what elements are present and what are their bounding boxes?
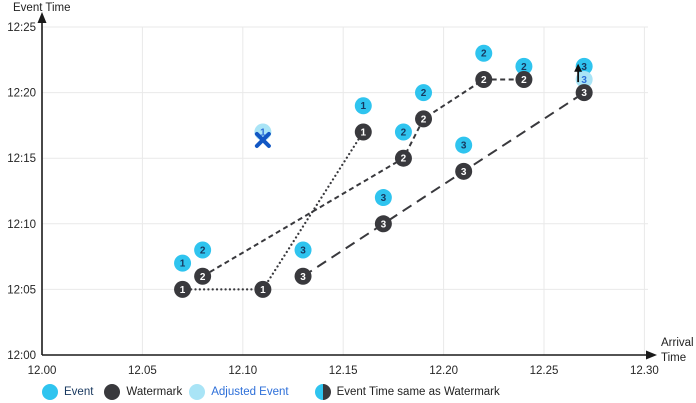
point-number: 3: [461, 167, 467, 178]
legend-label-event: Event: [64, 386, 94, 398]
point-number: 3: [461, 141, 467, 152]
point-watermark-3: [294, 267, 312, 285]
point-number: 3: [381, 193, 387, 204]
point-number: 1: [360, 101, 366, 112]
point-number: 1: [180, 285, 186, 296]
point-event-1: [354, 97, 372, 115]
point-number: 2: [421, 114, 427, 125]
legend: Event Watermark Adjusted Event Event Tim…: [42, 384, 500, 400]
point-number: 3: [581, 62, 587, 73]
adjusted-event-swatch-icon: [189, 384, 206, 400]
x-tick-label: 12.15: [329, 365, 358, 377]
point-number: 2: [521, 75, 527, 86]
point-event-1: [174, 254, 192, 272]
x-axis-title-line1: Arrival: [661, 337, 694, 349]
y-tick-label: 12:10: [7, 219, 36, 231]
point-watermark-2: [415, 110, 433, 128]
legend-item-watermark: Watermark: [104, 384, 182, 400]
x-axis-arrow-icon: [646, 350, 657, 360]
point-event-2: [394, 123, 412, 141]
point-watermark-1: [174, 280, 192, 298]
watermark-line-1: [181, 130, 365, 291]
point-watermark-2: [194, 267, 212, 285]
point-number: 2: [401, 154, 407, 165]
point-watermark-3: [455, 162, 473, 180]
point-event-3: [455, 136, 473, 154]
point-number: 2: [481, 75, 487, 86]
point-number: 3: [381, 219, 387, 230]
point-event-2: [515, 57, 533, 75]
event-swatch-icon: [42, 384, 58, 400]
point-number: 2: [401, 127, 407, 138]
x-tick-label: 12.30: [630, 365, 659, 377]
y-tick-label: 12:20: [7, 88, 36, 100]
point-number: 2: [421, 88, 427, 99]
legend-item-adjusted-event: Adjusted Event: [189, 384, 289, 400]
y-tick-label: 12:00: [7, 350, 36, 362]
legend-label-watermark: Watermark: [126, 386, 183, 398]
point-event-3: [374, 189, 392, 207]
watermark-line-3: [302, 91, 585, 278]
point-event-2: [475, 44, 493, 62]
point-number: 3: [300, 272, 306, 283]
point-watermark-2: [475, 70, 493, 88]
x-tick-label: 12.25: [530, 365, 559, 377]
point-number: 1: [260, 285, 266, 296]
legend-label-adjusted-event: Adjusted Event: [211, 386, 289, 398]
y-tick-label: 12:25: [7, 22, 36, 34]
x-tick-label: 12.00: [28, 365, 57, 377]
legend-label-event-same-as-watermark: Event Time same as Watermark: [336, 386, 500, 398]
y-axis-title: Event Time: [13, 2, 71, 14]
x-tick-label: 12.05: [128, 365, 157, 377]
half-event-watermark-swatch-icon: [314, 384, 331, 400]
watermark-swatch-icon: [104, 384, 121, 400]
point-watermark-2: [394, 149, 412, 167]
point-number: 1: [260, 127, 266, 138]
y-tick-label: 12:15: [7, 153, 36, 165]
point-watermark-1: [254, 280, 272, 298]
legend-item-event-same-as-watermark: Event Time same as Watermark: [314, 384, 500, 400]
point-number: 3: [581, 88, 587, 99]
legend-item-event: Event: [42, 384, 93, 400]
watermark-line-2: [202, 78, 524, 278]
point-event-2: [415, 84, 433, 102]
point-number: 2: [200, 272, 206, 283]
point-number: 1: [180, 259, 186, 270]
point-number: 2: [481, 49, 487, 60]
x-tick-label: 12.20: [429, 365, 458, 377]
point-watermark-1: [354, 123, 372, 141]
point-adjusted-3: [575, 70, 593, 88]
point-number: 2: [521, 62, 527, 73]
y-axis-arrow-icon: [37, 12, 47, 23]
y-tick-label: 12:05: [7, 284, 36, 296]
point-event-2: [194, 241, 212, 259]
point-number: 3: [300, 246, 306, 257]
point-watermark-3: [374, 215, 392, 233]
point-number: 1: [360, 127, 366, 138]
x-axis-title: Arrival Time: [661, 336, 694, 366]
point-watermark-3: [575, 84, 593, 102]
x-tick-label: 12.10: [228, 365, 257, 377]
point-number: 3: [581, 75, 587, 86]
point-watermark-2: [515, 70, 533, 88]
adjustment-up-arrow-icon: [574, 63, 583, 72]
x-axis-title-line2: Time: [661, 352, 687, 364]
point-number: 2: [200, 246, 206, 257]
dropped-x-mark-icon: [254, 131, 271, 148]
point-event-3: [294, 241, 312, 259]
